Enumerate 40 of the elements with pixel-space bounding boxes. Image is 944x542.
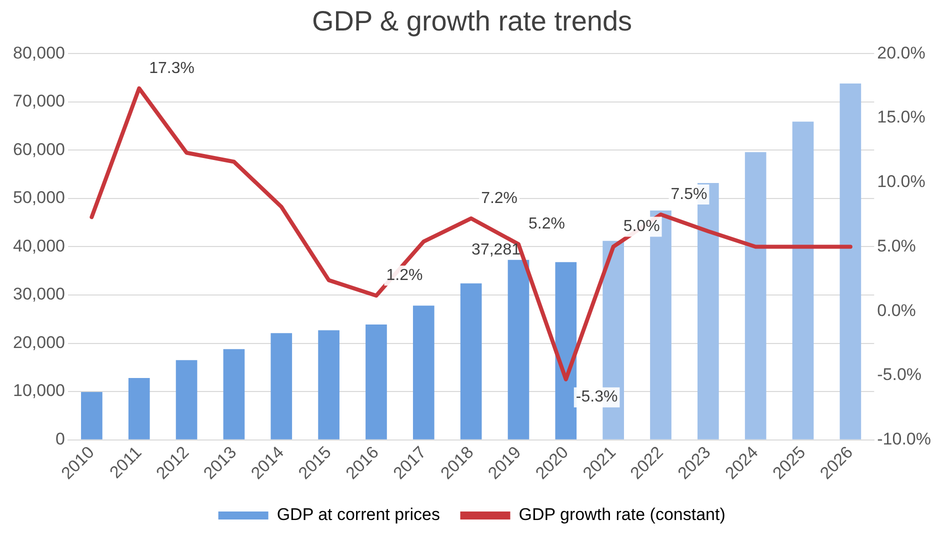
y2-tick-label: 20.0% <box>877 43 926 62</box>
bar <box>412 306 434 440</box>
y-tick-label: 0 <box>56 430 65 449</box>
data-label: 17.3% <box>149 60 194 77</box>
bar <box>744 152 766 440</box>
data-label: 5.0% <box>623 218 660 236</box>
data-label: 1.2% <box>386 267 423 284</box>
bar <box>223 349 245 440</box>
y2-tick-label: 10.0% <box>877 172 926 192</box>
data-label: 5.2% <box>528 216 565 233</box>
y-tick-label: 30,000 <box>12 284 65 304</box>
bar <box>840 84 862 440</box>
y-tick-label: 40,000 <box>12 236 65 256</box>
data-label: -5.3% <box>576 388 618 406</box>
y2-tick-label: -10.0% <box>877 430 932 449</box>
bar <box>128 378 150 440</box>
y2-tick-label: -5.0% <box>877 365 922 384</box>
y-tick-label: 60,000 <box>12 140 65 159</box>
y-tick-label: 20,000 <box>12 332 65 352</box>
y2-tick-label: 15.0% <box>877 108 926 127</box>
bar <box>176 360 198 440</box>
y2-tick-label: 0.0% <box>877 300 916 320</box>
bar <box>792 122 814 440</box>
data-label: 7.5% <box>670 186 708 203</box>
data-label: 7.2% <box>481 190 518 207</box>
y2-tick-label: 5.0% <box>877 236 916 256</box>
y-tick-label: 80,000 <box>12 43 65 62</box>
y-tick-label: 10,000 <box>12 381 65 400</box>
bar <box>318 330 340 440</box>
bar <box>81 392 102 440</box>
bar <box>366 324 387 440</box>
bar <box>460 283 482 440</box>
bar <box>508 260 530 440</box>
y-tick-label: 50,000 <box>12 188 65 208</box>
bar <box>270 333 292 440</box>
chart-title: GDP & growth rate trends <box>312 6 632 37</box>
y-tick-label: 70,000 <box>12 92 65 111</box>
legend-label: GDP at corrent prices <box>276 505 440 524</box>
bar <box>555 262 577 440</box>
legend-label: GDP growth rate (constant) <box>518 505 726 524</box>
